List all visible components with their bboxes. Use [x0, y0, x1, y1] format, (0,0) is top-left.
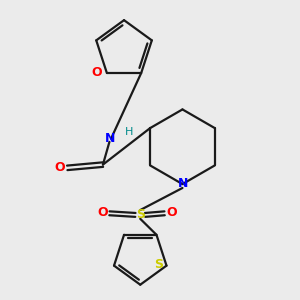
Text: S: S — [136, 208, 145, 221]
Text: N: N — [178, 177, 188, 190]
Text: H: H — [125, 127, 133, 137]
Text: O: O — [167, 206, 177, 219]
Text: N: N — [105, 132, 116, 145]
Text: O: O — [97, 206, 108, 219]
Text: S: S — [154, 258, 163, 271]
Text: O: O — [92, 65, 102, 79]
Text: O: O — [55, 161, 65, 174]
